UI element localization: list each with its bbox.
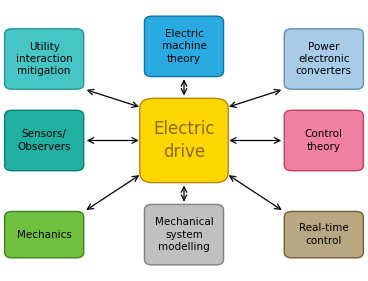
Text: Mechanics: Mechanics	[17, 230, 72, 240]
Text: Real-time
control: Real-time control	[299, 223, 349, 246]
Text: Power
electronic
converters: Power electronic converters	[296, 42, 352, 76]
Text: Electric
machine
theory: Electric machine theory	[162, 29, 206, 64]
Text: Electric
drive: Electric drive	[153, 120, 215, 161]
FancyBboxPatch shape	[144, 205, 224, 265]
FancyBboxPatch shape	[284, 29, 363, 89]
FancyBboxPatch shape	[144, 16, 224, 77]
FancyBboxPatch shape	[4, 29, 84, 89]
Text: Mechanical
system
modelling: Mechanical system modelling	[155, 217, 213, 252]
Text: Sensors/
Observers: Sensors/ Observers	[17, 129, 71, 152]
Text: Control
theory: Control theory	[305, 129, 343, 152]
Text: Utility
interaction
mitigation: Utility interaction mitigation	[16, 42, 72, 76]
FancyBboxPatch shape	[140, 98, 228, 183]
FancyBboxPatch shape	[4, 211, 84, 258]
FancyBboxPatch shape	[284, 211, 363, 258]
FancyBboxPatch shape	[284, 110, 363, 171]
FancyBboxPatch shape	[4, 110, 84, 171]
